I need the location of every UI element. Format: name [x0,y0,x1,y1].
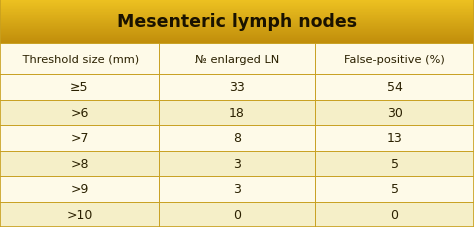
Bar [0,39,474,40]
Bar [0,31,474,32]
Text: 0: 0 [391,208,399,221]
Bar [0,29,474,30]
Bar [0,33,474,34]
Text: >8: >8 [70,157,89,170]
Bar [0,15,474,16]
Bar [0,202,474,227]
Bar [0,35,474,36]
Bar [0,20,474,21]
Text: 30: 30 [387,106,402,119]
Bar [0,9,474,10]
Text: ≥5: ≥5 [70,81,89,94]
Bar [0,5,474,6]
Bar [0,34,474,35]
Bar [0,23,474,24]
Text: 3: 3 [233,157,241,170]
Bar [0,27,474,28]
Bar [0,3,474,4]
Bar [0,22,474,23]
Text: False-positive (%): False-positive (%) [344,55,445,64]
Text: >10: >10 [66,208,92,221]
Bar [0,38,474,39]
Bar [0,44,474,75]
Text: 13: 13 [387,132,402,145]
Bar [0,2,474,3]
Bar [0,37,474,38]
Bar [0,12,474,13]
Text: Threshold size (mm): Threshold size (mm) [19,55,139,64]
Text: 3: 3 [233,183,241,195]
Bar [0,75,474,100]
Bar [0,100,474,126]
Bar [0,26,474,27]
Bar [0,42,474,43]
Bar [0,36,474,37]
Text: 0: 0 [233,208,241,221]
Text: 18: 18 [229,106,245,119]
Bar [0,10,474,11]
Bar [0,11,474,12]
Bar [0,17,474,18]
Bar [0,176,474,202]
Bar [0,14,474,15]
Bar [0,24,474,25]
Bar [0,16,474,17]
Text: >9: >9 [70,183,89,195]
Bar [0,4,474,5]
Bar [0,19,474,20]
Bar [0,40,474,41]
Bar [0,28,474,29]
Text: 54: 54 [387,81,402,94]
Bar [0,30,474,31]
Bar [0,8,474,9]
Text: 33: 33 [229,81,245,94]
Bar [0,32,474,33]
Text: >6: >6 [70,106,89,119]
Bar [0,151,474,176]
Text: 8: 8 [233,132,241,145]
Bar [0,25,474,26]
Bar [0,18,474,19]
Text: Mesenteric lymph nodes: Mesenteric lymph nodes [117,13,357,31]
Text: № enlarged LN: № enlarged LN [195,55,279,64]
Bar [0,43,474,44]
Text: 5: 5 [391,183,399,195]
Bar [0,0,474,1]
Bar [0,21,474,22]
Text: 5: 5 [391,157,399,170]
Bar [0,126,474,151]
Bar [0,1,474,2]
Bar [0,41,474,42]
Bar [0,6,474,7]
Bar [0,13,474,14]
Bar [0,7,474,8]
Text: >7: >7 [70,132,89,145]
